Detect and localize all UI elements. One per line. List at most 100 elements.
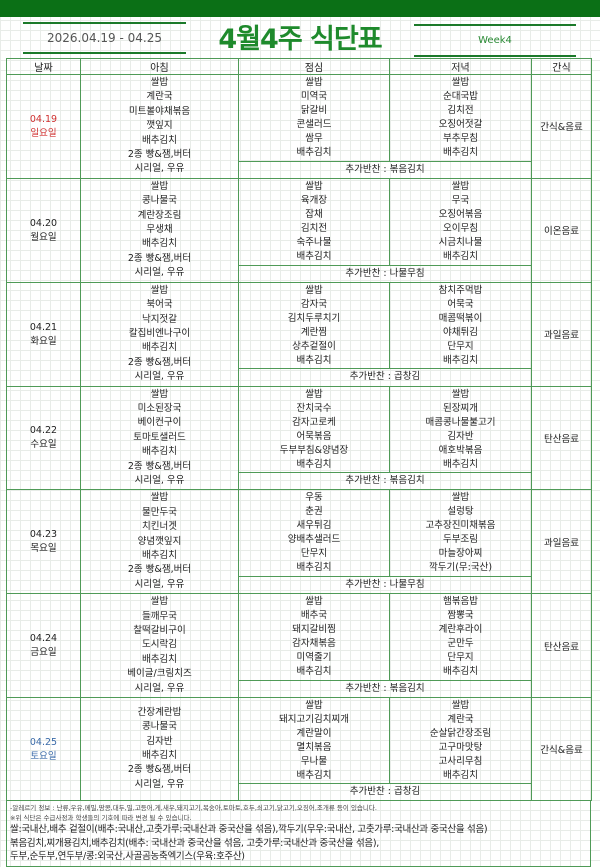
menu-item: 돼지고기김치찌개 [279, 714, 349, 726]
extra-label: 추가반찬 : [345, 163, 390, 175]
menu-item: 감자채볶음 [292, 638, 336, 650]
menu-item: 닭갈비 [300, 105, 328, 116]
menu-item: 양배추샐러드 [287, 534, 341, 546]
menu-item: 된장찌개 [443, 402, 478, 414]
menu-item: 토마토샐러드 [133, 431, 186, 443]
menu-item: 두부부침&양념장 [279, 444, 349, 456]
menu-item: 낙지젓갈 [142, 313, 177, 325]
menu-item: 미트볼야채볶음 [128, 105, 191, 117]
dinner-cell: 쌀밥 무국 오징어볶음 오이무침 시금치나물 배추김치 [389, 177, 532, 266]
origin-line: 쌀:국내산,배추 겉절이(배추:국내산,고춧가루:국내산과 중국산을 섞음),깍… [10, 824, 488, 836]
date-cell: 04.20 월요일 [6, 177, 81, 283]
menu-item: 참치주먹밥 [438, 284, 483, 296]
menu-item: 계란찜 [300, 326, 328, 338]
date: 04.23 [29, 529, 58, 541]
menu-item: 물만두국 [142, 506, 177, 518]
menu-item: 순대국밥 [443, 91, 478, 102]
menu-item: 깻잎지 [146, 120, 173, 132]
day-row: 04.19 일요일 쌀밥 계란국 미트볼야채볶음 깻잎지 배추김치 2종 빵&잼,버터 시리얼… [6, 74, 592, 179]
menu-item: 깍두기(무:국산) [428, 562, 493, 574]
weekday: 일요일 [30, 127, 57, 139]
menu-item: 간장계란밥 [137, 706, 182, 718]
menu-item: 시리얼, 우유 [134, 267, 185, 279]
menu-item: 우동 [305, 492, 323, 504]
extra-side-dish: 추가반찬 : 볶음김치 [238, 472, 532, 491]
menu-item: 쌀밥 [305, 77, 323, 88]
extra-label: 추가반찬 : [345, 682, 390, 694]
menu-item: 춘권 [305, 506, 323, 518]
dinner-cell: 쌀밥 계란국 순살닭간장조림 고구마맛탕 고사리무침 배추김치 [389, 697, 532, 785]
col-breakfast: 아침 [80, 58, 239, 75]
menu-item: 콩나물국 [142, 721, 177, 733]
extra-value: 볶음김치 [389, 682, 425, 694]
date: 04.20 [29, 217, 58, 229]
menu-item: 2종 빵&잼,버터 [127, 356, 192, 368]
menu-item: 콩나물국 [142, 195, 177, 207]
menu-item: 어묵국 [447, 298, 474, 310]
menu-item: 시리얼, 우유 [134, 163, 185, 175]
weekday: 금요일 [30, 647, 57, 659]
menu-item: 부추무침 [443, 133, 478, 144]
menu-item: 찰떡갈비구이 [133, 625, 186, 637]
menu-item: 쌀밥 [451, 180, 470, 192]
menu-item: 고사리무침 [438, 756, 483, 768]
menu-item: 김자반 [146, 735, 173, 747]
menu-item: 두부조림 [443, 534, 478, 546]
date: 04.21 [29, 321, 58, 333]
extra-label: 추가반찬 : [345, 267, 390, 279]
menu-item: 감자국 [300, 298, 328, 310]
menu-item: 배추김치 [142, 342, 177, 354]
breakfast-cell: 쌀밥 콩나물국 계란장조림 무생채 배추김치 2종 빵&잼,버터 시리얼, 우유 [80, 177, 239, 283]
snack-cell: 과일음료 [531, 281, 592, 387]
extra-side-dish: 추가반찬 : 나물무침 [238, 264, 532, 283]
menu-item: 배추김치 [142, 653, 177, 665]
extra-value: 곱창김 [393, 786, 421, 798]
snack-cell: 탄산음료 [531, 593, 592, 699]
menu-item: 오징어볶음 [438, 208, 483, 220]
week-label: Week4 [414, 24, 576, 57]
dinner-cell: 쌀밥 설렁탕 고추장진미채볶음 두부조림 마늘장아찌 깍두기(무:국산) [389, 489, 532, 578]
snack-cell: 탄산음료 [531, 385, 592, 491]
lunch-cell: 쌀밥 돼지고기김치찌개 계란말이 멸치볶음 무나물 배추김치 [238, 697, 390, 785]
snack-cell: 간식&음료 [531, 697, 592, 802]
menu-item: 콘샐러드 [296, 119, 332, 130]
breakfast-cell: 쌀밥 물만두국 치킨너겟 양념깻잎지 배추김치 2종 빵&잼,버터 시리얼, 우유 [80, 489, 239, 595]
menu-item: 미역줄기 [296, 652, 332, 664]
menu-item: 군만두 [447, 638, 474, 650]
dinner-cell: 참치주먹밥 어묵국 매콤떡볶이 야채튀김 단무지 배추김치 [389, 281, 532, 370]
menu-item: 계란장조림 [137, 209, 182, 221]
lunch-cell: 쌀밥 배추국 돼지갈비찜 감자채볶음 미역줄기 배추김치 [238, 593, 390, 681]
menu-item: 쌀밥 [451, 388, 470, 400]
menu-item: 시리얼, 우유 [134, 682, 185, 694]
date-range: 2026.04.19 - 04.25 [23, 22, 186, 54]
date: 04.24 [29, 633, 58, 645]
menu-item: 김치두루치기 [287, 312, 341, 324]
lunch-cell: 쌀밥 감자국 김치두루치기 계란찜 상추겉절이 배추김치 [238, 281, 390, 370]
snack-cell: 과일음료 [531, 489, 592, 595]
col-dinner: 저녁 [389, 58, 532, 75]
menu-item: 2종 빵&잼,버터 [127, 252, 192, 264]
menu-item: 잡채 [305, 208, 323, 220]
extra-side-dish: 추가반찬 : 나물무침 [238, 576, 532, 595]
menu-item: 무국 [451, 194, 470, 206]
menu-item: 쌀밥 [305, 388, 323, 400]
extra-row: 추가반찬 : 곱창김 [7, 368, 592, 387]
menu-item: 단무지 [300, 548, 328, 560]
menu-item: 쌀밥 [305, 596, 323, 608]
day-row: 04.22 수요일 쌀밥 미소된장국 베이컨구이 토마토샐러드 배추김치 2종 빵&잼,버터… [6, 385, 592, 491]
menu-item: 배추김치 [296, 458, 332, 470]
menu-item: 육개장 [300, 194, 328, 206]
extra-value: 볶음김치 [389, 475, 425, 487]
extra-side-dish: 추가반찬 : 볶음김치 [238, 679, 532, 699]
menu-item: 배추김치 [443, 666, 478, 678]
menu-item: 2종 빵&잼,버터 [127, 149, 192, 161]
menu-item: 쌀밥 [150, 180, 169, 192]
menu-item: 배추김치 [142, 750, 177, 762]
menu-item: 잔치국수 [296, 402, 332, 414]
weekday: 월요일 [30, 231, 57, 243]
extra-value: 곱창김 [393, 371, 421, 383]
dinner-cell: 쌀밥 순대국밥 김치전 오징어젓갈 부추무침 배추김치 [389, 74, 532, 162]
breakfast-cell: 쌀밥 북어국 낙지젓갈 칼집비엔나구이 배추김치 2종 빵&잼,버터 시리얼, 우유 [80, 281, 239, 387]
day-row: 04.25 토요일 간장계란밥 콩나물국 김자반 배추김치 2종 빵&잼,버터 시리얼, 우… [6, 697, 592, 802]
menu-item: 쌀밥 [150, 596, 169, 608]
